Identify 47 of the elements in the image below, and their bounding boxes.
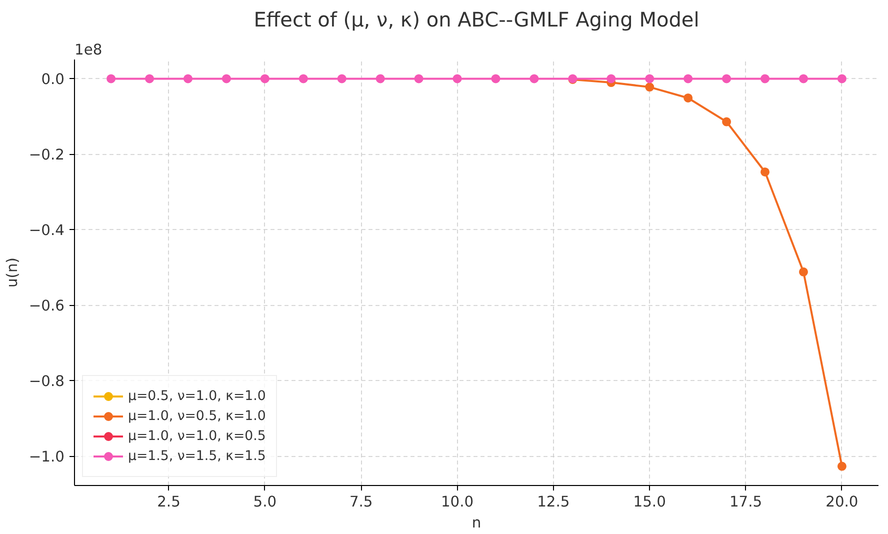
x-tick-label: 5.0 — [253, 494, 277, 510]
y-axis-title: u(n) — [4, 257, 21, 288]
x-tick-label: 20.0 — [826, 494, 858, 510]
point — [530, 74, 539, 84]
point — [684, 74, 693, 84]
text: 1e8 — [74, 42, 102, 58]
point — [760, 74, 770, 84]
point — [491, 74, 500, 84]
point — [760, 167, 770, 176]
x-tick-label: 15.0 — [633, 494, 666, 510]
legend-label: μ=1.5, ν=1.5, κ=1.5 — [128, 448, 266, 464]
point — [337, 74, 346, 84]
x-tick-label: 12.5 — [537, 494, 570, 510]
point — [260, 74, 270, 84]
point — [798, 267, 808, 276]
y-tick-label: −0.6 — [28, 298, 65, 315]
point — [684, 93, 693, 102]
chart-title: Effect of (μ, ν, κ) on ABC--GMLF Aging Model — [254, 8, 700, 32]
point — [145, 74, 154, 84]
point — [645, 82, 654, 92]
point — [722, 117, 732, 126]
point — [106, 74, 116, 84]
point — [376, 74, 385, 84]
legend-label: μ=1.0, ν=1.0, κ=0.5 — [128, 428, 266, 444]
point — [722, 74, 732, 84]
point — [222, 74, 231, 84]
y-tick-label: 0.0 — [41, 71, 65, 88]
x-tick-label: 10.0 — [440, 494, 474, 510]
legend-label: μ=1.0, ν=0.5, κ=1.0 — [128, 408, 266, 424]
x-tick-label: 17.5 — [729, 494, 762, 510]
y-tick-label: −1.0 — [28, 448, 65, 466]
point — [837, 74, 846, 84]
point — [798, 74, 808, 84]
y-tick-label: −0.8 — [28, 373, 65, 390]
legend-label: μ=0.5, ν=1.0, κ=1.0 — [128, 388, 266, 404]
point — [837, 462, 846, 471]
point — [183, 74, 192, 84]
x-tick-label: 2.5 — [157, 494, 180, 510]
y-tick-label: −0.2 — [28, 146, 65, 164]
point — [452, 74, 462, 84]
x-tick-label: 7.5 — [349, 494, 373, 510]
point — [414, 74, 424, 84]
point — [645, 74, 654, 84]
y-tick-label: −0.4 — [28, 222, 65, 240]
point — [298, 74, 308, 84]
point — [606, 74, 616, 84]
x-axis-title: n — [472, 514, 482, 532]
